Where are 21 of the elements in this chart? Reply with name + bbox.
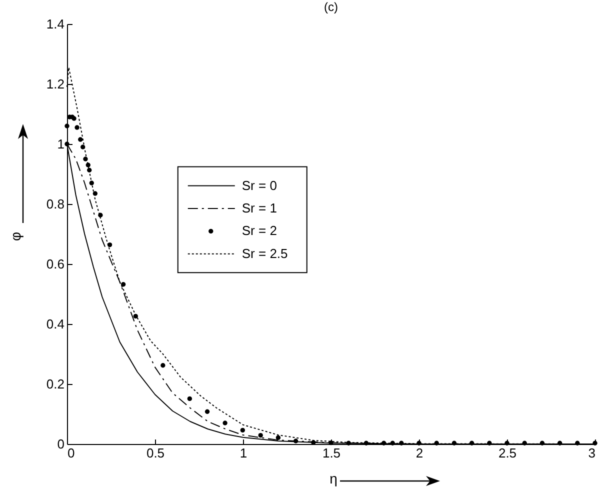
y-tick-label: 1.4 (46, 16, 64, 32)
x-tick-label: 1 (240, 446, 248, 460)
y-tick-label: 0.2 (46, 376, 64, 392)
x-tick-label: 2.5 (498, 446, 517, 460)
x-tick-label: 2 (416, 446, 424, 460)
legend-label: Sr = 2 (242, 223, 277, 238)
y-tick-label: 0.4 (46, 316, 64, 332)
y-axis-title: φ (8, 232, 24, 242)
y-tick-label: 1 (57, 136, 64, 152)
x-tick-label: 3 (588, 446, 596, 460)
legend-label: Sr = 2.5 (242, 246, 288, 261)
x-axis-title: η (330, 470, 338, 486)
x-tick-label: 0 (68, 446, 75, 460)
chart-title: (c) (324, 0, 338, 14)
y-tick-label: 0.8 (46, 196, 64, 212)
legend-label: Sr = 0 (242, 178, 277, 193)
x-tick-label: 1.5 (322, 446, 341, 460)
x-tick-label: 0.5 (146, 446, 165, 460)
y-tick-label: 1.2 (46, 76, 64, 92)
legend-label: Sr = 1 (242, 200, 277, 216)
y-tick-label: 0.6 (46, 256, 64, 272)
